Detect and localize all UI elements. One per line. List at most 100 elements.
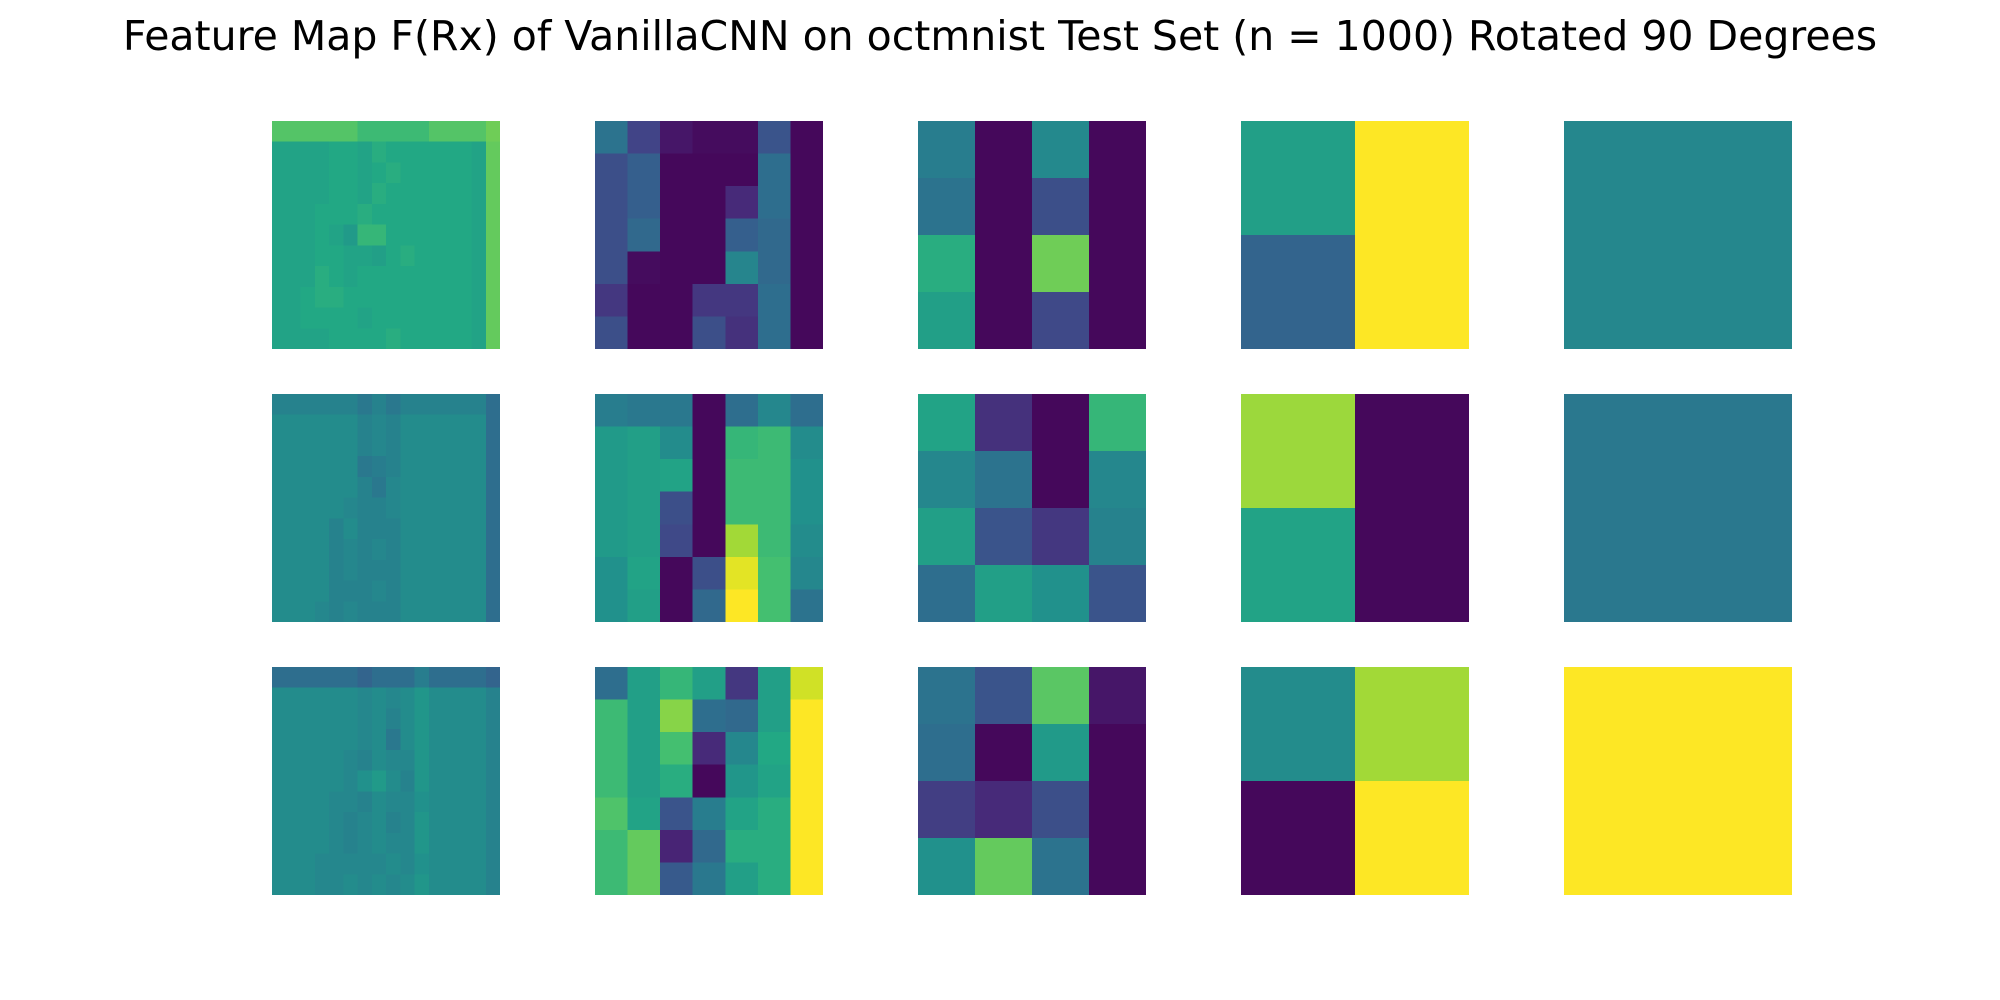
feature-map-svg xyxy=(918,667,1146,895)
feature-map-panel-row2-col2 xyxy=(595,394,823,622)
heatmap-cell xyxy=(414,328,430,349)
heatmap-cell xyxy=(1355,667,1469,782)
heatmap-cell xyxy=(400,203,416,226)
heatmap-cell xyxy=(400,141,416,164)
heatmap-cell xyxy=(443,435,458,457)
heatmap-cell xyxy=(272,601,287,622)
heatmap-cell xyxy=(428,687,444,710)
heatmap-cell xyxy=(627,218,661,252)
heatmap-cell xyxy=(371,729,387,751)
heatmap-cell xyxy=(1089,235,1146,293)
heatmap-cell xyxy=(471,162,487,184)
heatmap-cell xyxy=(386,687,401,710)
heatmap-cell xyxy=(692,556,726,591)
heatmap-cell xyxy=(443,328,458,349)
heatmap-cell xyxy=(443,121,458,143)
heatmap-cell xyxy=(286,853,302,875)
heatmap-cell xyxy=(286,224,302,246)
heatmap-cell xyxy=(457,853,473,875)
heatmap-cell xyxy=(725,283,759,318)
heatmap-cell xyxy=(471,183,487,205)
heatmap-cell xyxy=(443,162,458,184)
heatmap-cell xyxy=(627,862,661,895)
heatmap-cell xyxy=(485,162,500,184)
heatmap-cell xyxy=(343,559,359,582)
heatmap-cell xyxy=(272,770,287,792)
heatmap-cell xyxy=(692,283,726,318)
heatmap-cell xyxy=(627,316,661,349)
heatmap-cell xyxy=(300,224,316,246)
heatmap-cell xyxy=(595,426,629,460)
heatmap-cell xyxy=(414,121,430,143)
heatmap-cell xyxy=(314,245,330,267)
heatmap-cell xyxy=(918,724,976,782)
heatmap-cell xyxy=(457,203,473,226)
heatmap-cell xyxy=(357,121,373,143)
heatmap-cell xyxy=(300,559,316,582)
heatmap-cell xyxy=(1032,724,1090,782)
heatmap-cell xyxy=(485,245,500,267)
heatmap-cell xyxy=(414,729,430,751)
heatmap-cell xyxy=(595,732,629,766)
heatmap-cell xyxy=(1032,781,1090,839)
heatmap-cell xyxy=(457,183,473,205)
heatmap-cell xyxy=(386,539,401,561)
heatmap-cell xyxy=(329,559,344,582)
heatmap-cell xyxy=(1089,178,1146,236)
heatmap-cell xyxy=(428,853,444,875)
heatmap-cell xyxy=(314,874,330,895)
heatmap-cell xyxy=(386,749,401,772)
heatmap-cell xyxy=(660,218,694,252)
feature-map-svg xyxy=(272,394,500,622)
heatmap-cell xyxy=(357,729,373,751)
heatmap-cell xyxy=(272,203,287,226)
heatmap-cell xyxy=(485,770,500,792)
heatmap-cell xyxy=(386,414,401,437)
heatmap-cell xyxy=(627,251,661,285)
heatmap-cell xyxy=(357,328,373,349)
heatmap-cell xyxy=(1089,292,1146,349)
heatmap-cell xyxy=(757,218,792,252)
feature-map-panel-row1-col5 xyxy=(1564,121,1792,349)
heatmap-cell xyxy=(595,862,629,895)
heatmap-cell xyxy=(314,121,330,143)
heatmap-cell xyxy=(286,687,302,710)
heatmap-cell xyxy=(371,476,387,499)
heatmap-cell xyxy=(300,183,316,205)
heatmap-cell xyxy=(343,749,359,772)
heatmap-cell xyxy=(1355,121,1469,236)
heatmap-cell xyxy=(627,426,661,460)
heatmap-cell xyxy=(757,153,792,187)
heatmap-cell xyxy=(428,414,444,437)
heatmap-cell xyxy=(371,708,387,730)
heatmap-cell xyxy=(414,812,430,834)
heatmap-cell xyxy=(595,121,629,155)
heatmap-cell xyxy=(660,862,694,895)
feature-map-panel-row3-col2 xyxy=(595,667,823,895)
heatmap-cell xyxy=(400,708,416,730)
heatmap-cell xyxy=(386,141,401,164)
heatmap-cell xyxy=(485,224,500,246)
heatmap-cell xyxy=(400,518,416,540)
heatmap-cell xyxy=(595,797,629,831)
heatmap-cell xyxy=(357,435,373,457)
heatmap-cell xyxy=(627,459,661,493)
heatmap-cell xyxy=(692,764,726,798)
heatmap-cell xyxy=(660,394,694,428)
heatmap-cell xyxy=(386,729,401,751)
heatmap-cell xyxy=(443,667,458,689)
feature-map-svg xyxy=(595,121,823,349)
heatmap-cell xyxy=(457,749,473,772)
heatmap-cell xyxy=(660,316,694,349)
heatmap-cell xyxy=(300,121,316,143)
heatmap-cell xyxy=(386,121,401,143)
heatmap-cell xyxy=(272,456,287,478)
heatmap-cell xyxy=(443,183,458,205)
heatmap-cell xyxy=(357,601,373,622)
feature-map-panel-row3-col5 xyxy=(1564,667,1792,895)
heatmap-cell xyxy=(329,749,344,772)
heatmap-cell xyxy=(329,708,344,730)
heatmap-cell xyxy=(272,476,287,499)
heatmap-cell xyxy=(457,307,473,329)
heatmap-cell xyxy=(725,667,759,701)
